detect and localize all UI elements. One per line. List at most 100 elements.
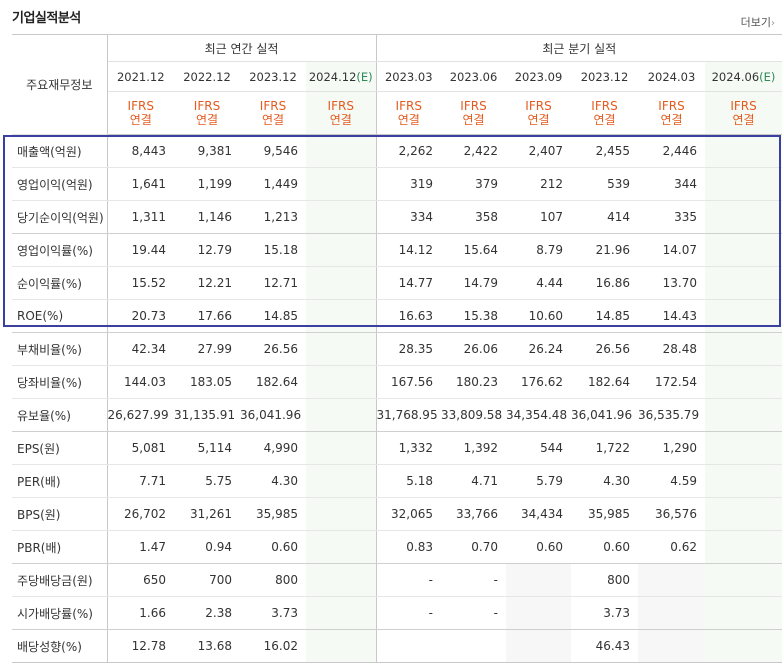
table-cell: 0.62 bbox=[638, 530, 705, 564]
table-cell bbox=[705, 464, 783, 498]
table-cell: 28.35 bbox=[375, 332, 441, 366]
table-cell bbox=[705, 167, 783, 201]
table-cell: 14.85 bbox=[240, 299, 306, 333]
financial-summary-table: 주요재무정보 최근 연간 실적 최근 분기 실적 2021.12 2022.12 2… bbox=[12, 34, 783, 663]
accounting-standard: IFRS bbox=[525, 99, 552, 113]
table-cell: 4.71 bbox=[441, 464, 506, 498]
table-cell bbox=[306, 134, 376, 168]
accounting-header: IFRS 연결 bbox=[506, 91, 571, 135]
table-cell: 33,809.58 bbox=[441, 398, 506, 432]
table-cell: 15.18 bbox=[240, 233, 306, 267]
table-cell: 34,434 bbox=[506, 497, 571, 531]
table-cell bbox=[705, 299, 783, 333]
table-cell bbox=[306, 200, 376, 234]
row-label: 순이익률(%) bbox=[12, 266, 108, 300]
table-cell bbox=[306, 266, 376, 300]
row-label: BPS(원) bbox=[12, 497, 108, 531]
table-cell: 13.70 bbox=[638, 266, 705, 300]
table-row: EPS(원) 5,081 5,114 4,990 1,332 1,392 544 1,722 1… bbox=[12, 431, 783, 465]
table-row: 시가배당률(%) 1.66 2.38 3.73- -3.73 bbox=[12, 596, 783, 630]
table-cell: 31,135.91 bbox=[174, 398, 240, 432]
table-cell bbox=[705, 332, 783, 366]
accounting-standard: IFRS bbox=[730, 99, 757, 113]
row-label: PER(배) bbox=[12, 464, 108, 498]
accounting-header: IFRS 연결 bbox=[107, 91, 174, 135]
table-cell: 1,311 bbox=[107, 200, 174, 234]
row-label: 부채비율(%) bbox=[12, 332, 108, 366]
table-cell: 182.64 bbox=[240, 365, 306, 399]
table-cell: 10.60 bbox=[506, 299, 571, 333]
table-cell bbox=[306, 167, 376, 201]
table-cell: 144.03 bbox=[107, 365, 174, 399]
table-row: 당좌비율(%) 144.03 183.05 182.64 167.56 180.23 176… bbox=[12, 365, 783, 399]
period-header: 2023.09 bbox=[506, 61, 571, 92]
period-header: 2023.12 bbox=[571, 61, 638, 92]
more-link[interactable]: 더보기› bbox=[741, 14, 775, 30]
period-header: 2024.12(E) bbox=[306, 61, 376, 92]
table-cell: 36,041.96 bbox=[571, 398, 638, 432]
table-cell: 0.60 bbox=[240, 530, 306, 564]
accounting-header: IFRS 연결 bbox=[638, 91, 705, 135]
table-cell: 800 bbox=[571, 563, 638, 597]
table-cell: 4.59 bbox=[638, 464, 705, 498]
table-cell: 1,392 bbox=[441, 431, 506, 465]
table-cell: 3.73 bbox=[571, 596, 638, 630]
period-label: 2024.03 bbox=[647, 69, 696, 84]
table-cell bbox=[306, 398, 376, 432]
table-cell: 5.75 bbox=[174, 464, 240, 498]
chevron-right-icon: › bbox=[771, 18, 775, 29]
accounting-standard: IFRS bbox=[591, 99, 618, 113]
table-cell: 26.56 bbox=[571, 332, 638, 366]
accounting-header: IFRS 연결 bbox=[240, 91, 306, 135]
table-cell bbox=[306, 464, 376, 498]
accounting-standard: IFRS bbox=[127, 99, 154, 113]
consolidation-type: 연결 bbox=[660, 113, 683, 127]
table-cell: 17.66 bbox=[174, 299, 240, 333]
table-row: 배당성향(%) 12.78 13.68 16.02 46.43 bbox=[12, 629, 783, 663]
row-label: 배당성향(%) bbox=[12, 629, 108, 663]
table-cell: 4.30 bbox=[571, 464, 638, 498]
accounting-standard: IFRS bbox=[395, 99, 422, 113]
table-cell bbox=[506, 563, 571, 597]
table-cell bbox=[375, 629, 441, 663]
period-header: 2023.03 bbox=[375, 61, 441, 92]
table-cell: - bbox=[441, 563, 506, 597]
period-header: 2024.03 bbox=[638, 61, 705, 92]
table-cell bbox=[306, 497, 376, 531]
table-cell: 182.64 bbox=[571, 365, 638, 399]
consolidation-type: 연결 bbox=[593, 113, 616, 127]
table-cell bbox=[705, 233, 783, 267]
table-cell: 9,381 bbox=[174, 134, 240, 168]
period-label: 2023.06 bbox=[449, 69, 498, 84]
period-label: 2023.12 bbox=[580, 69, 629, 84]
row-label: 영업이익(억원) bbox=[12, 167, 108, 201]
table-cell: 28.48 bbox=[638, 332, 705, 366]
table-cell: 15.64 bbox=[441, 233, 506, 267]
table-cell: 12.71 bbox=[240, 266, 306, 300]
table-cell bbox=[705, 629, 783, 663]
table-cell: 46.43 bbox=[571, 629, 638, 663]
row-label: 매출액(억원) bbox=[12, 134, 108, 168]
table-cell: 358 bbox=[441, 200, 506, 234]
table-cell: 4.30 bbox=[240, 464, 306, 498]
accounting-standard: IFRS bbox=[327, 99, 354, 113]
table-cell: 2,262 bbox=[375, 134, 441, 168]
table-cell: 14.79 bbox=[441, 266, 506, 300]
table-cell: 650 bbox=[107, 563, 174, 597]
table-cell bbox=[306, 365, 376, 399]
table-cell bbox=[705, 134, 783, 168]
accounting-standard: IFRS bbox=[193, 99, 221, 113]
table-cell: 0.94 bbox=[174, 530, 240, 564]
table-cell: 700 bbox=[174, 563, 240, 597]
table-cell: 1,722 bbox=[571, 431, 638, 465]
period-header: 2023.06 bbox=[441, 61, 506, 92]
table-cell bbox=[705, 431, 783, 465]
accounting-header: IFRS 연결 bbox=[306, 91, 376, 135]
table-row: ROE(%) 20.73 17.66 14.85 16.63 15.38 10.60 14.8… bbox=[12, 299, 783, 333]
table-cell bbox=[441, 629, 506, 663]
table-cell bbox=[306, 629, 376, 663]
period-header: 2022.12 bbox=[174, 61, 240, 92]
table-cell: 0.83 bbox=[375, 530, 441, 564]
table-cell: - bbox=[441, 596, 506, 630]
table-row: 당기순이익(억원) 1,311 1,146 1,213 334 358 107 414 335 bbox=[12, 200, 783, 234]
